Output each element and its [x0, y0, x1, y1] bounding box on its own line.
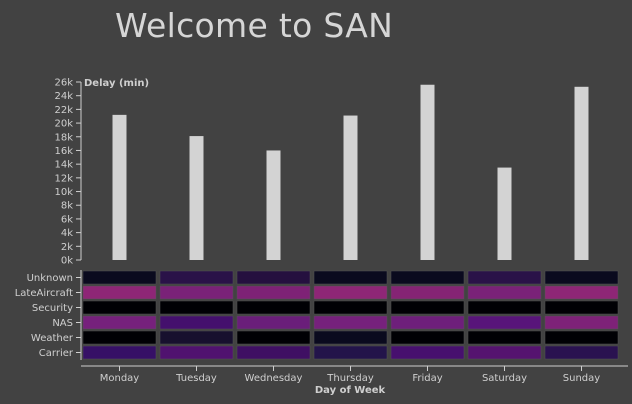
heatmap-cell — [236, 315, 311, 330]
heatmap-cell — [390, 345, 465, 360]
heatmap-cell — [390, 315, 465, 330]
heatmap-cell — [159, 345, 234, 360]
bar-y-tick-label: 8k — [61, 201, 73, 212]
heatmap-x-axis-title: Day of Week — [315, 385, 386, 396]
heatmap-cell — [82, 270, 157, 285]
heatmap-cell — [82, 300, 157, 315]
bar-y-tick-label: 2k — [61, 242, 73, 253]
heatmap-cell — [82, 285, 157, 300]
heatmap-cell — [82, 315, 157, 330]
heatmap-cell — [467, 270, 542, 285]
heatmap-cell — [159, 285, 234, 300]
heatmap-x-tick-label: Sunday — [563, 373, 600, 384]
heatmap-x-tick-label: Monday — [100, 373, 140, 384]
heatmap-cell — [313, 300, 388, 315]
heatmap-cell — [313, 285, 388, 300]
heatmap-cell — [159, 300, 234, 315]
heatmap-cell — [544, 345, 619, 360]
heatmap-cell — [313, 270, 388, 285]
bar-saturday — [497, 167, 512, 260]
heatmap-x-axis: Monday Tuesday Wednesday Thursday Friday Satu… — [81, 365, 628, 384]
bar-y-tick-label: 12k — [54, 173, 73, 184]
heatmap-cell — [313, 345, 388, 360]
heatmap-y-tick-label: LateAircraft — [15, 288, 73, 299]
heatmap-cell — [82, 345, 157, 360]
bar-y-tick-label: 4k — [61, 228, 73, 239]
heatmap-cell — [467, 330, 542, 345]
heatmap-y-tick-label: Security — [32, 303, 73, 314]
heatmap-cell — [313, 315, 388, 330]
heatmap-y-axis: Unknown LateAircraft Security NAS Weather Car… — [15, 270, 82, 360]
heatmap-cell — [236, 270, 311, 285]
heatmap-y-tick-label: NAS — [52, 318, 73, 329]
bar-y-tick-label: 22k — [54, 105, 73, 116]
heatmap-cell — [313, 330, 388, 345]
heatmap-cell — [390, 300, 465, 315]
heatmap-cells — [82, 270, 619, 360]
heatmap-cell — [390, 285, 465, 300]
heatmap-cell — [467, 315, 542, 330]
bar-y-tick-label: 26k — [54, 78, 73, 89]
bar-thursday — [343, 115, 358, 261]
heatmap-cell — [236, 345, 311, 360]
bar-y-tick-label: 16k — [54, 146, 73, 157]
heatmap-y-tick-label: Carrier — [39, 348, 74, 359]
heatmap-x-tick-label: Saturday — [482, 373, 527, 384]
heatmap-cell — [467, 300, 542, 315]
heatmap-x-tick-label: Friday — [412, 373, 442, 384]
heatmap-cell — [467, 285, 542, 300]
heatmap-x-tick-label: Thursday — [326, 373, 374, 384]
heatmap-cell — [236, 300, 311, 315]
bar-y-tick-label: 24k — [54, 91, 73, 102]
heatmap-cell — [390, 270, 465, 285]
bar-sunday — [574, 86, 589, 261]
heatmap-y-tick-label: Weather — [31, 333, 74, 344]
bar-series — [112, 84, 589, 261]
heatmap-x-tick-label: Tuesday — [175, 373, 217, 384]
bar-y-tick-label: 18k — [54, 132, 73, 143]
heatmap-cell — [544, 330, 619, 345]
heatmap-cell — [159, 330, 234, 345]
heatmap-cell — [159, 270, 234, 285]
heatmap-cell — [544, 285, 619, 300]
heatmap-cell — [544, 300, 619, 315]
bar-chart-y-axis-title: Delay (min) — [84, 78, 149, 89]
heatmap-cell — [159, 315, 234, 330]
page-title: Welcome to SAN — [115, 6, 394, 45]
bar-monday — [112, 114, 127, 260]
heatmap-x-tick-label: Wednesday — [245, 373, 303, 384]
bar-y-tick-label: 10k — [54, 187, 73, 198]
heatmap-cell — [82, 330, 157, 345]
bar-y-tick-label: 0k — [61, 256, 73, 267]
heatmap-cell — [390, 330, 465, 345]
heatmap-cell — [236, 330, 311, 345]
heatmap-y-tick-label: Unknown — [27, 273, 73, 284]
bar-chart-y-axis: 0k 2k 4k 6k 8k 10k 12k 14k 16k 18k 20k 22k 24k 26k — [54, 78, 82, 267]
heatmap-cell — [467, 345, 542, 360]
bar-friday — [420, 84, 435, 260]
bar-wednesday — [266, 150, 281, 260]
bar-y-tick-label: 20k — [54, 119, 73, 130]
bar-tuesday — [189, 136, 204, 260]
bar-y-tick-label: 6k — [61, 214, 73, 225]
heatmap-cell — [544, 270, 619, 285]
heatmap-cell — [236, 285, 311, 300]
heatmap-cell — [544, 315, 619, 330]
bar-y-tick-label: 14k — [54, 160, 73, 171]
